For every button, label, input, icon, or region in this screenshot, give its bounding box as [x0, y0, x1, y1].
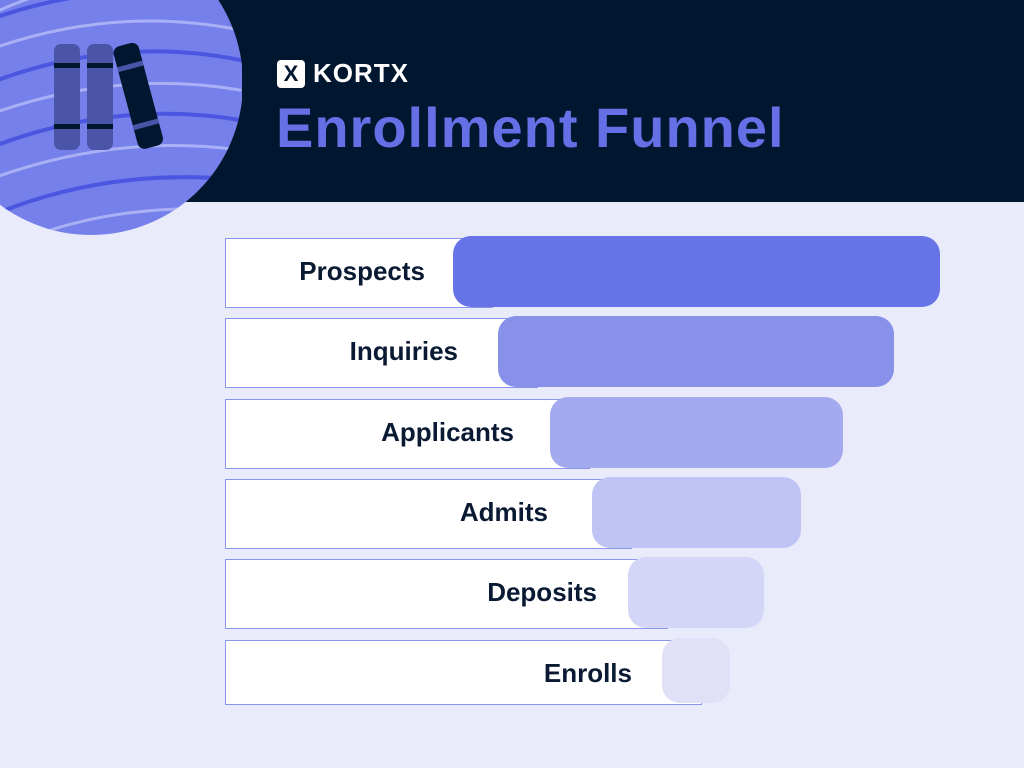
- funnel-bar-deposits: [628, 557, 764, 628]
- funnel-row-box: [225, 559, 668, 629]
- funnel-row-box: [225, 479, 632, 549]
- page-title: Enrollment Funnel: [276, 96, 785, 159]
- funnel-label: Prospects: [299, 256, 425, 286]
- funnel-bar-enrolls: [662, 638, 730, 703]
- funnel-bar-admits: [592, 477, 801, 548]
- funnel-label: Deposits: [487, 577, 597, 607]
- funnel-row-box: [225, 640, 702, 705]
- funnel-label: Inquiries: [349, 336, 458, 366]
- funnel-row-box: [225, 399, 590, 469]
- funnel-bar-inquiries: [498, 316, 894, 387]
- funnel-label: Admits: [459, 497, 548, 527]
- kortx-logo: X KORTX: [277, 58, 409, 89]
- books-icon: [0, 0, 242, 235]
- funnel-label: Enrolls: [543, 658, 632, 688]
- logo-mark: X: [277, 59, 305, 88]
- brand-name: KORTX: [313, 58, 409, 88]
- funnel-bar-applicants: [550, 397, 843, 468]
- funnel-label: Applicants: [381, 417, 514, 447]
- funnel-bar-prospects: [453, 236, 940, 307]
- books-illustration: [0, 0, 242, 236]
